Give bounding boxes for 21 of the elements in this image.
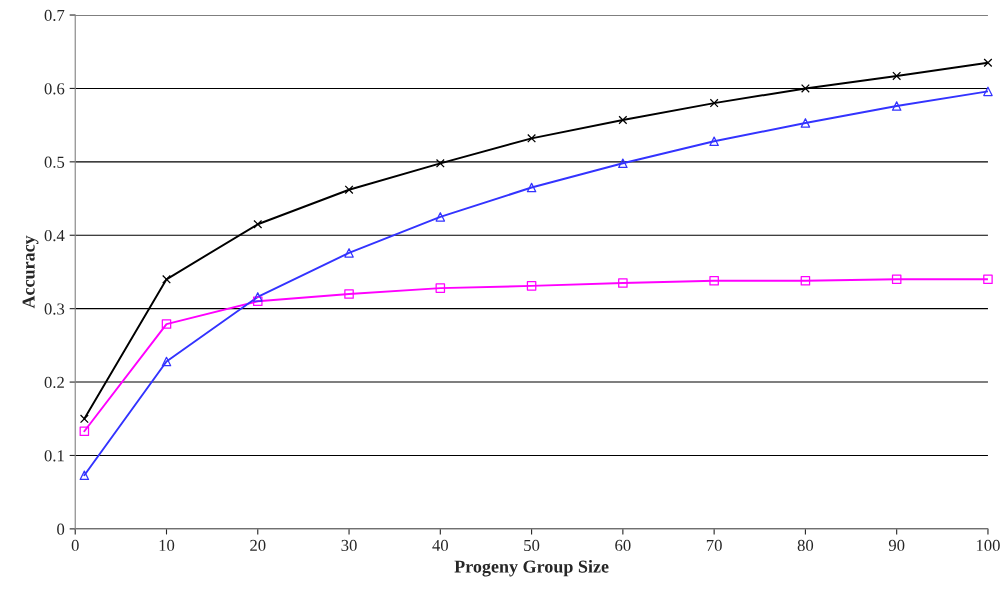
y-axis-title: Accuracy xyxy=(22,235,39,309)
y-tick-label: 0 xyxy=(57,523,65,535)
x-tick-label: 90 xyxy=(888,539,905,552)
x-tick-label: 40 xyxy=(432,539,449,552)
y-tick-label: 0.2 xyxy=(44,376,64,389)
x-tick-label: 80 xyxy=(797,539,814,552)
x-axis-title: Progeny Group Size xyxy=(454,559,609,577)
y-tick-label: 0.3 xyxy=(44,303,65,315)
x-tick-label: 60 xyxy=(615,539,631,552)
x-tick-label: 50 xyxy=(524,539,540,552)
x-tick-label: 10 xyxy=(159,539,175,552)
x-tick-label: 0 xyxy=(71,539,79,552)
x-tick-label: 100 xyxy=(976,539,1000,552)
y-tick-label: 0.4 xyxy=(44,229,65,242)
y-tick-label: 0.5 xyxy=(44,156,65,168)
x-tick-label: 20 xyxy=(250,539,266,552)
y-tick-label: 0.6 xyxy=(44,83,65,95)
x-tick-label: 30 xyxy=(341,539,357,552)
y-tick-label: 0.1 xyxy=(44,450,64,462)
x-tick-label: 70 xyxy=(706,539,722,552)
y-tick-label: 0.7 xyxy=(44,9,65,22)
